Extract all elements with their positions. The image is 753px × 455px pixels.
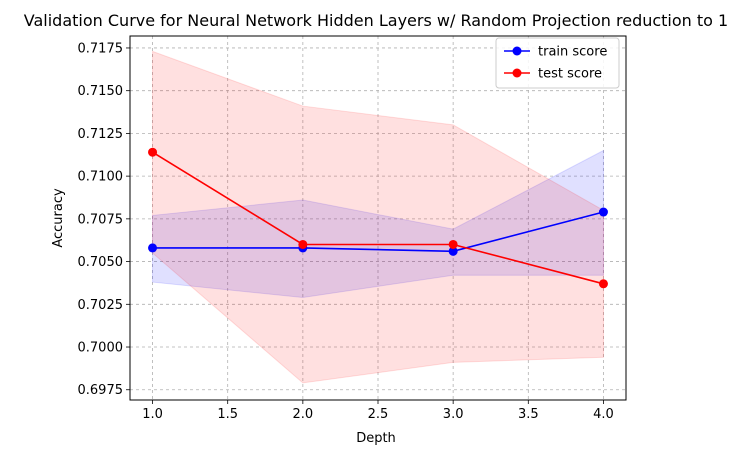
- series-markers: [148, 147, 608, 289]
- x-tick-label: 3.5: [518, 407, 539, 422]
- data-point: [448, 239, 458, 249]
- y-tick-label: 0.6975: [78, 383, 124, 398]
- x-tick-label: 1.5: [217, 407, 238, 422]
- x-tick-label: 1.0: [142, 407, 163, 422]
- y-tick-label: 0.7025: [78, 298, 124, 313]
- legend: train score test score: [495, 37, 620, 89]
- series-line-1: [152, 151, 604, 285]
- chart-title: Validation Curve for Neural Network Hidd…: [24, 11, 728, 30]
- y-tick-label: 0.7050: [78, 255, 124, 270]
- y-axis-label: Accuracy: [51, 188, 66, 248]
- x-tick-label: 2.0: [293, 407, 314, 422]
- series-lines: [152, 151, 604, 285]
- legend-marker: [512, 68, 522, 78]
- y-tick-label: 0.7075: [78, 212, 124, 227]
- y-tick-label: 0.7175: [78, 41, 124, 56]
- legend-label: train score: [538, 45, 607, 60]
- data-point: [148, 147, 158, 157]
- y-tick-label: 0.7000: [78, 341, 124, 356]
- legend-label: test score: [538, 67, 602, 82]
- x-axis-label: Depth: [356, 431, 396, 446]
- y-tick-label: 0.7100: [78, 170, 124, 185]
- confidence-bands: [152, 50, 604, 384]
- series-line-0: [152, 211, 604, 253]
- data-point: [448, 246, 458, 256]
- data-point: [598, 279, 608, 289]
- data-point: [598, 207, 608, 217]
- confidence-band-series-0: [152, 149, 604, 298]
- y-axis-ticks: 0.6975 0.7000 0.7025 0.7050 0.7075 0.7100 0.71…: [78, 41, 130, 398]
- x-tick-label: 2.5: [368, 407, 389, 422]
- legend-marker: [512, 46, 522, 56]
- x-axis-ticks: 1.0 1.5 2.0 2.5 3.0 3.5 4.0: [142, 400, 614, 422]
- x-tick-label: 4.0: [593, 407, 614, 422]
- confidence-band-series-1: [152, 50, 604, 384]
- y-tick-label: 0.7150: [78, 84, 124, 99]
- x-tick-label: 3.0: [443, 407, 464, 422]
- grid-lines: [130, 36, 626, 400]
- y-tick-label: 0.7125: [78, 127, 124, 142]
- data-point: [148, 243, 158, 253]
- data-point: [298, 239, 308, 249]
